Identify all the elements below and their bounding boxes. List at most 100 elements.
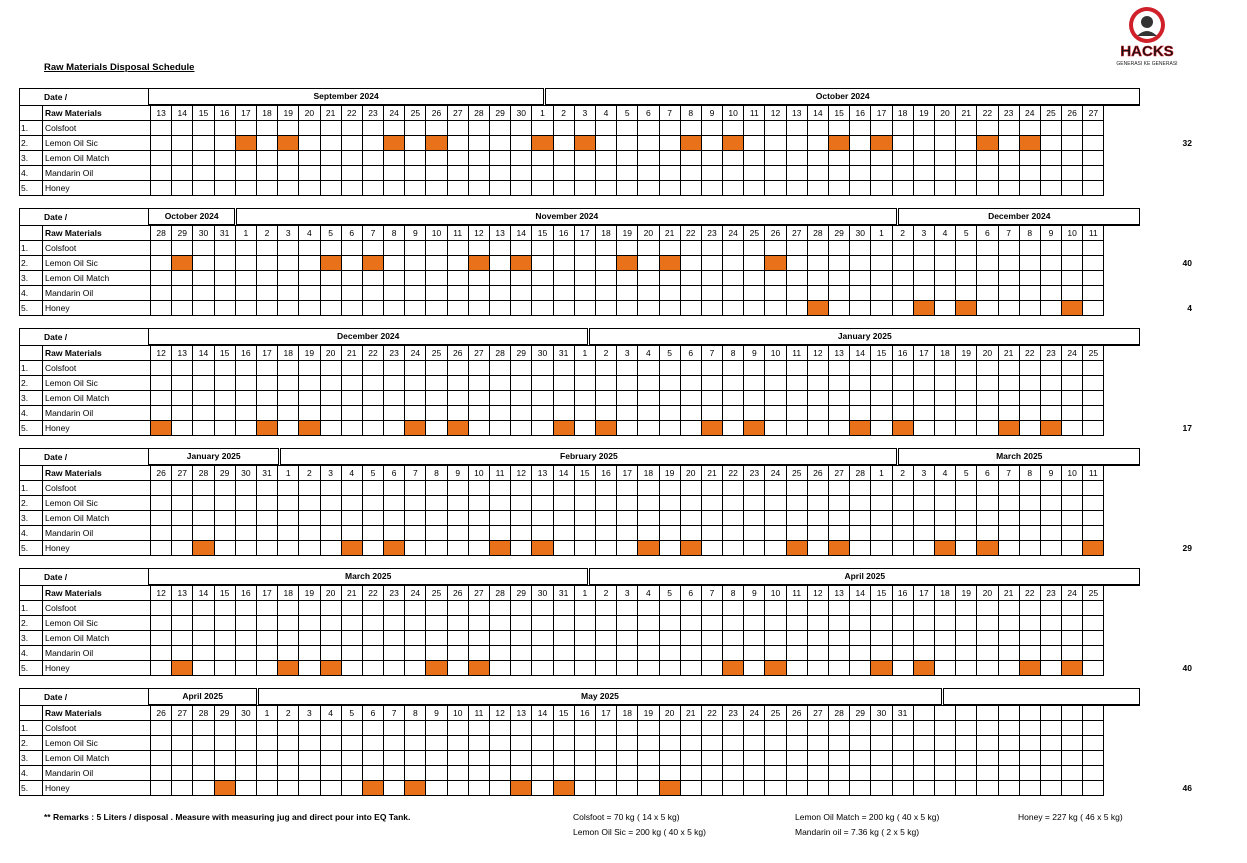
day-number: 29 bbox=[849, 705, 872, 721]
schedule-grid: Raw Materials 13 14 15 16 17 18 19 20 21 22 23 24 25 2… bbox=[19, 105, 1105, 196]
material-index: 3. bbox=[19, 750, 43, 766]
day-number: 5 bbox=[658, 585, 681, 601]
schedule-cell bbox=[446, 405, 469, 421]
day-number: 22 bbox=[340, 105, 363, 121]
schedule-cell bbox=[467, 735, 491, 751]
material-name: Honey bbox=[42, 540, 151, 556]
schedule-cell bbox=[1061, 405, 1084, 421]
schedule-cell bbox=[340, 240, 363, 256]
schedule-cell bbox=[806, 600, 830, 616]
schedule-cell bbox=[234, 510, 257, 526]
schedule-cell bbox=[1018, 405, 1041, 421]
day-number: 24 bbox=[1061, 345, 1084, 361]
schedule-cell bbox=[700, 255, 724, 271]
disposal-mark bbox=[1018, 135, 1041, 151]
schedule-cell bbox=[213, 240, 236, 256]
schedule-cell bbox=[1061, 540, 1084, 556]
schedule-cell bbox=[743, 630, 766, 646]
schedule-cell bbox=[658, 480, 681, 496]
schedule-cell bbox=[467, 750, 491, 766]
schedule-cell bbox=[340, 390, 363, 406]
schedule-cell bbox=[298, 360, 321, 376]
day-number: 3 bbox=[298, 705, 321, 721]
schedule-cell bbox=[870, 540, 893, 556]
schedule-cell bbox=[361, 150, 385, 166]
schedule-cell bbox=[298, 540, 321, 556]
day-number: 13 bbox=[531, 465, 554, 481]
schedule-cell bbox=[361, 300, 385, 316]
schedule-cell bbox=[446, 300, 469, 316]
schedule-cell bbox=[277, 750, 300, 766]
schedule-cell bbox=[806, 255, 830, 271]
schedule-cell bbox=[277, 285, 300, 301]
schedule-cell bbox=[891, 240, 914, 256]
material-row: 4. Mandarin Oil bbox=[19, 165, 1105, 181]
schedule-cell bbox=[679, 780, 702, 796]
index-header-cell bbox=[19, 105, 43, 121]
day-number: 30 bbox=[192, 225, 215, 241]
schedule-cell bbox=[531, 240, 554, 256]
schedule-cell bbox=[149, 630, 173, 646]
schedule-cell bbox=[277, 300, 300, 316]
schedule-cell bbox=[552, 645, 575, 661]
schedule-cell bbox=[573, 645, 596, 661]
material-index: 3. bbox=[19, 150, 43, 166]
schedule-cell bbox=[806, 375, 830, 391]
schedule-cell bbox=[955, 240, 978, 256]
schedule-cell bbox=[616, 765, 639, 781]
schedule-cell bbox=[1039, 510, 1063, 526]
schedule-cell bbox=[404, 630, 427, 646]
schedule-cell bbox=[849, 150, 872, 166]
schedule-cell bbox=[764, 270, 787, 286]
schedule-cell bbox=[1082, 405, 1105, 421]
schedule-cell bbox=[552, 150, 575, 166]
schedule-cell bbox=[531, 735, 554, 751]
schedule-cell bbox=[1061, 525, 1084, 541]
material-index: 2. bbox=[19, 375, 43, 391]
schedule-cell bbox=[1082, 615, 1105, 631]
schedule-cell bbox=[171, 285, 194, 301]
schedule-cell bbox=[1039, 375, 1063, 391]
schedule-cell bbox=[616, 135, 639, 151]
disposal-mark bbox=[891, 420, 914, 436]
disposal-mark bbox=[552, 420, 575, 436]
disposal-mark bbox=[361, 780, 385, 796]
schedule-cell bbox=[679, 720, 702, 736]
schedule-cell bbox=[658, 735, 681, 751]
schedule-cell bbox=[192, 660, 215, 676]
material-name: Mandarin Oil bbox=[42, 645, 151, 661]
day-number: 24 bbox=[1061, 585, 1084, 601]
disposal-mark bbox=[277, 660, 300, 676]
schedule-cell bbox=[722, 480, 745, 496]
day-number: 4 bbox=[319, 705, 342, 721]
schedule-cell bbox=[679, 255, 702, 271]
schedule-cell bbox=[679, 630, 702, 646]
schedule-cell bbox=[340, 660, 363, 676]
schedule-cell bbox=[1082, 630, 1105, 646]
material-index: 3. bbox=[19, 510, 43, 526]
row-total: 29 bbox=[1182, 543, 1192, 553]
schedule-cell bbox=[171, 540, 194, 556]
day-number: 12 bbox=[806, 345, 830, 361]
schedule-cell bbox=[383, 645, 406, 661]
schedule-cell bbox=[827, 495, 851, 511]
schedule-cell bbox=[234, 285, 257, 301]
schedule-cell bbox=[192, 750, 215, 766]
day-row: Raw Materials 12 13 14 15 16 17 18 19 20 21 22 23 24 2… bbox=[19, 585, 1105, 601]
schedule-cell bbox=[955, 780, 978, 796]
schedule-cell bbox=[891, 765, 914, 781]
schedule-cell bbox=[404, 150, 427, 166]
schedule-cell bbox=[827, 150, 851, 166]
schedule-cell bbox=[827, 375, 851, 391]
schedule-cell bbox=[1061, 120, 1084, 136]
schedule-cell bbox=[425, 240, 448, 256]
date-label: Date / bbox=[44, 92, 68, 102]
schedule-cell bbox=[1082, 240, 1105, 256]
schedule-cell bbox=[467, 270, 491, 286]
month-header: September 2024 bbox=[148, 88, 545, 106]
schedule-cell bbox=[912, 615, 935, 631]
schedule-block: Date / March 2025 April 2025 Raw Materials 1… bbox=[19, 568, 1141, 676]
schedule-cell bbox=[446, 720, 469, 736]
schedule-cell bbox=[361, 285, 385, 301]
schedule-cell bbox=[361, 180, 385, 196]
